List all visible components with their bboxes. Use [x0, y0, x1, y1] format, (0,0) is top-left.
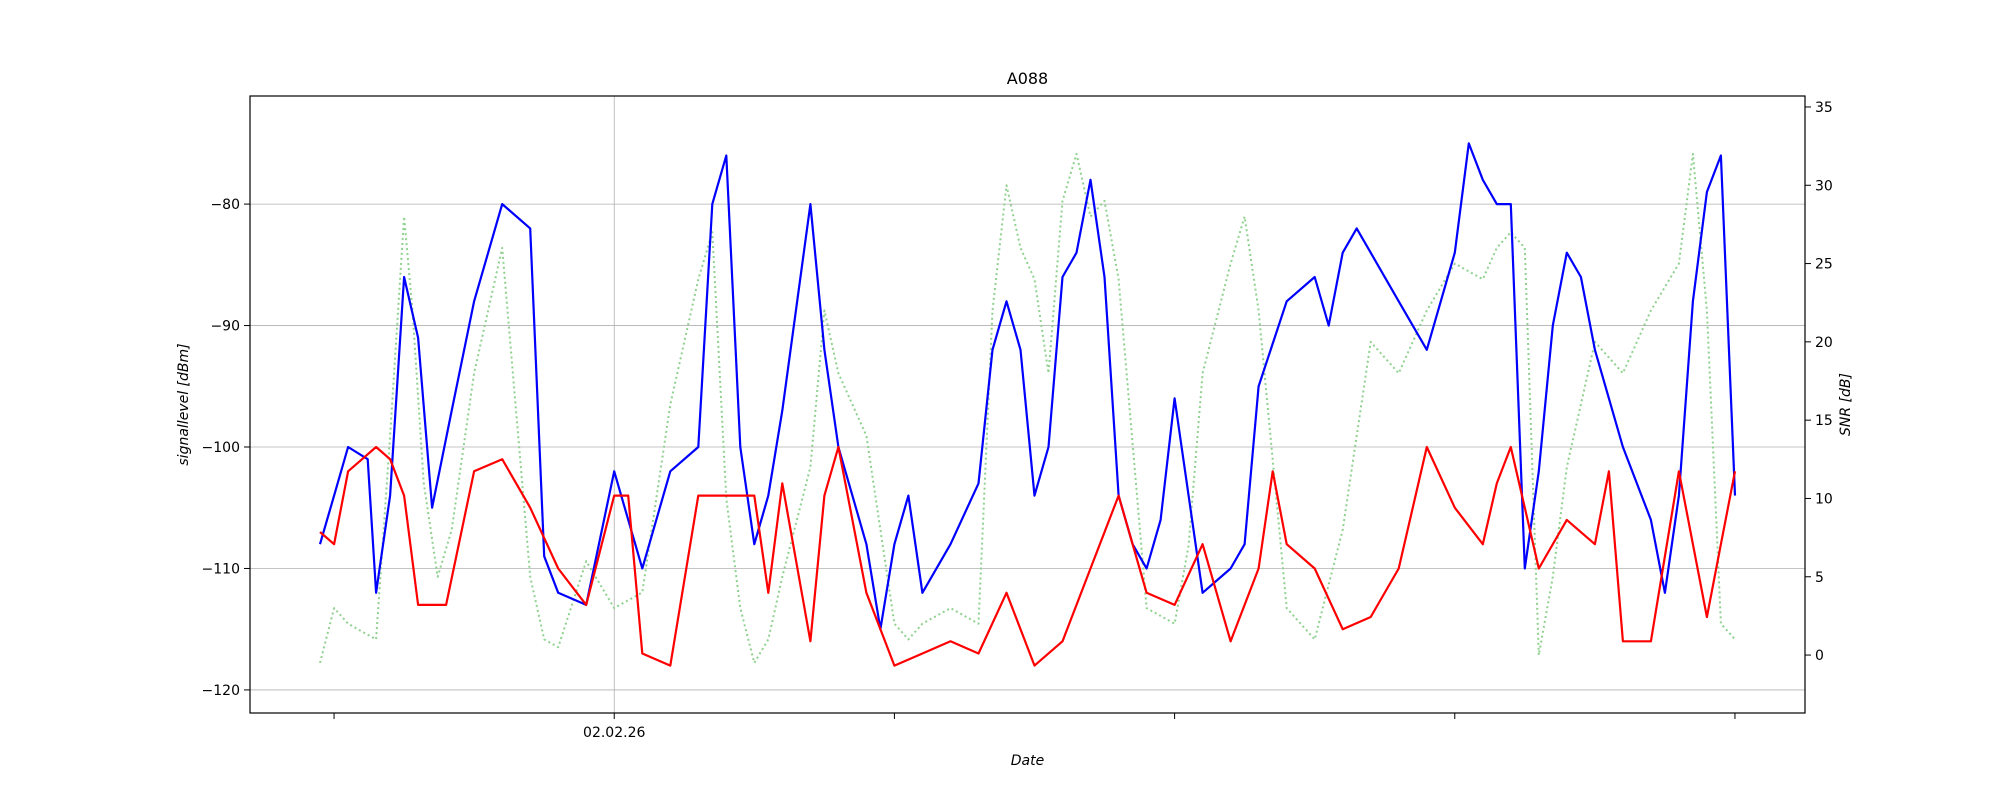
y2-tick-label: 25 — [1815, 257, 1833, 273]
y2-tick-label: 5 — [1815, 570, 1824, 586]
series-layer — [318, 142, 1737, 667]
y2-tick-label: 20 — [1815, 335, 1833, 351]
y2-tick-label: 15 — [1815, 413, 1833, 429]
x-tick-label: 02.02.26 — [583, 725, 645, 741]
y-axis-ticks: −120 −110 −100 −90 −80 — [202, 197, 250, 699]
y-tick-label: −80 — [210, 197, 240, 213]
series-line-snr — [319, 152, 1736, 664]
x-axis-ticks: 02.02.26 — [333, 713, 1736, 741]
y2-axis-label: SNR [dB] — [1838, 373, 1854, 436]
y-tick-label: −90 — [210, 319, 240, 335]
y-axis-label: signallevel [dBm] — [176, 343, 192, 465]
y-tick-label: −120 — [202, 683, 240, 699]
plot-area-frame — [249, 95, 1806, 714]
y2-tick-label: 35 — [1815, 100, 1833, 116]
x-axis-label: Date — [1011, 753, 1044, 769]
series-line-red-signal — [319, 445, 1737, 667]
y2-axis-ticks: 0 5 10 15 20 25 30 35 — [1805, 100, 1833, 664]
y-tick-label: −110 — [202, 561, 240, 577]
y-tick-label: −100 — [202, 440, 240, 456]
series-line-blue-signal — [318, 142, 1737, 631]
grid-lines — [250, 96, 1805, 713]
chart-title: A088 — [1007, 69, 1048, 88]
y2-tick-label: 10 — [1815, 491, 1833, 507]
y2-tick-label: 30 — [1815, 178, 1833, 194]
y2-tick-label: 0 — [1815, 648, 1824, 664]
